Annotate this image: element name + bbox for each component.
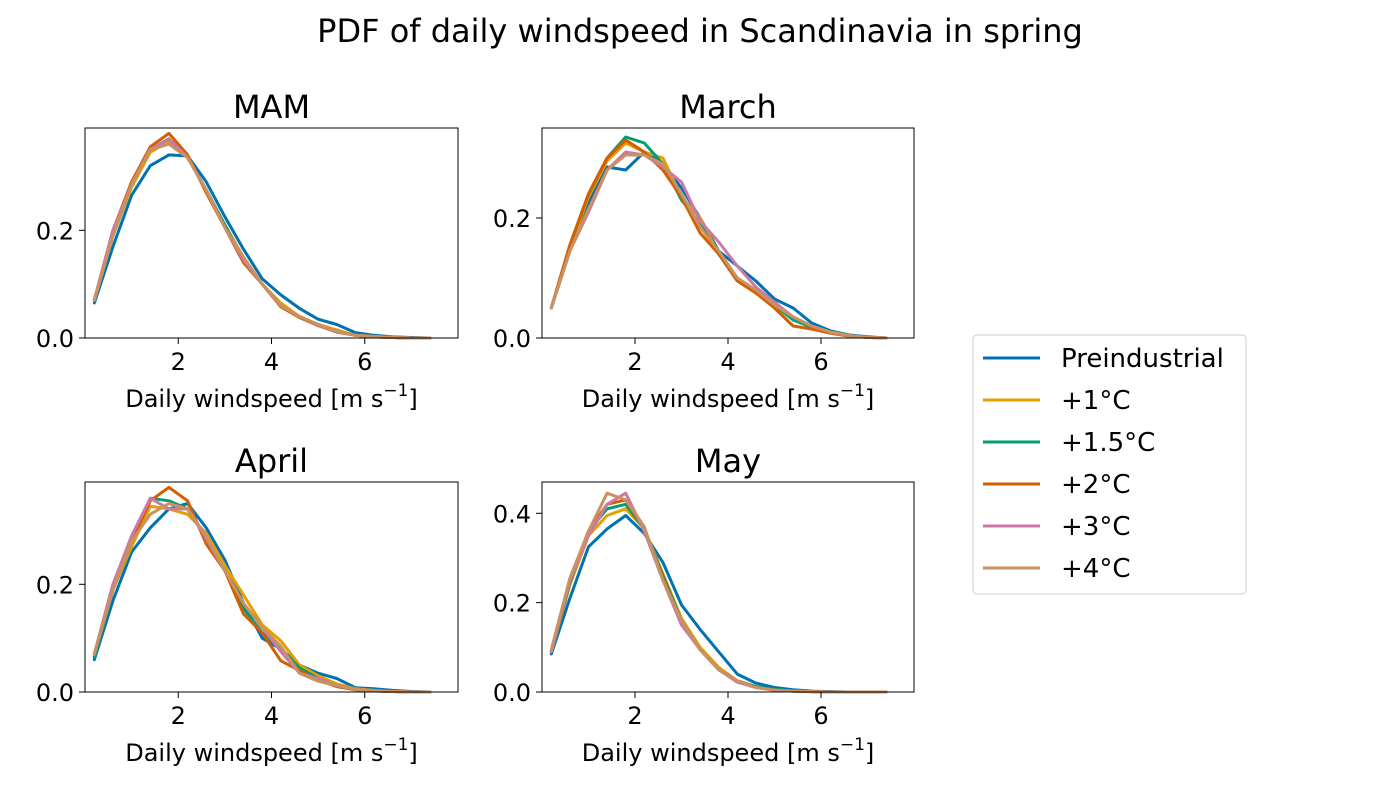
- panel-title: MAM: [233, 88, 310, 126]
- legend-label: +1°C: [1061, 386, 1130, 416]
- legend-entry: +2°C: [983, 470, 1130, 500]
- panel-may: May 2 4 6 0.0 0.2 0.4 Daily windspeed [m s−1]: [493, 442, 915, 767]
- x-axis-label-text: Daily windspeed [m s: [582, 739, 840, 767]
- y-tick-label: 0.0: [36, 325, 74, 353]
- legend-label: +3°C: [1061, 512, 1130, 542]
- x-axis-label-text: Daily windspeed [m s: [582, 385, 840, 413]
- x-tick-label: 6: [813, 702, 828, 730]
- x-axis-label-exponent: −1: [383, 381, 408, 401]
- legend-box: [972, 334, 1247, 595]
- x-tick-label: 6: [813, 348, 828, 376]
- y-tick-label: 0.2: [36, 571, 74, 599]
- x-axis-label-close: ]: [408, 385, 417, 413]
- legend-entry: +1.5°C: [983, 428, 1155, 458]
- x-axis-label: Daily windspeed [m s−1]: [125, 735, 418, 767]
- x-tick-label: 4: [720, 702, 735, 730]
- x-tick-label: 4: [264, 702, 279, 730]
- figure-title: PDF of daily windspeed in Scandinavia in…: [317, 12, 1083, 50]
- series-line-5: [92, 502, 432, 694]
- panel-april: April 2 4 6 0.0 0.2 Daily windspeed [m s−1]: [36, 442, 459, 767]
- legend-label: Preindustrial: [1061, 344, 1224, 374]
- x-axis-label: Daily windspeed [m s−1]: [582, 735, 875, 767]
- legend-entry: +3°C: [983, 512, 1130, 542]
- series-line-5: [549, 153, 888, 340]
- series-line-0: [92, 502, 432, 694]
- x-axis-label-text: Daily windspeed [m s: [125, 739, 383, 767]
- panel-title: May: [695, 442, 761, 480]
- y-tick-label: 0.2: [493, 590, 531, 618]
- x-tick-label: 2: [627, 702, 642, 730]
- x-axis-label-exponent: −1: [383, 735, 408, 755]
- x-axis-label-exponent: −1: [840, 381, 865, 401]
- x-tick-label: 6: [357, 702, 372, 730]
- x-axis-label-close: ]: [408, 739, 417, 767]
- panel-title: April: [235, 442, 308, 480]
- legend-label: +4°C: [1061, 554, 1130, 584]
- legend-entry: +4°C: [983, 554, 1130, 584]
- y-tick-label: 0.0: [493, 325, 531, 353]
- y-tick-label: 0.0: [36, 679, 74, 707]
- x-tick-label: 6: [357, 348, 372, 376]
- x-tick-label: 4: [720, 348, 735, 376]
- panel-march: March 2 4 6 0.0 0.2 Daily windspeed [m s−1]: [493, 88, 915, 413]
- x-tick-label: 2: [627, 348, 642, 376]
- legend-label: +1.5°C: [1061, 428, 1155, 458]
- panel-title: March: [679, 88, 777, 126]
- legend-entry: +1°C: [983, 386, 1130, 416]
- x-axis-label-text: Daily windspeed [m s: [125, 385, 383, 413]
- y-tick-label: 0.2: [493, 205, 531, 233]
- legend: Preindustrial +1°C +1.5°C +2°C +3°C +4°C: [972, 334, 1247, 595]
- x-axis-label: Daily windspeed [m s−1]: [582, 381, 875, 413]
- series-line-5: [92, 142, 432, 340]
- y-tick-label: 0.2: [36, 217, 74, 245]
- x-tick-label: 4: [264, 348, 279, 376]
- y-tick-label: 0.4: [493, 500, 531, 528]
- x-axis-label: Daily windspeed [m s−1]: [125, 381, 418, 413]
- x-tick-label: 2: [171, 702, 186, 730]
- legend-entry: Preindustrial: [983, 344, 1224, 374]
- x-axis-label-exponent: −1: [840, 735, 865, 755]
- y-tick-label: 0.0: [493, 679, 531, 707]
- x-tick-label: 2: [171, 348, 186, 376]
- panel-mam: MAM 2 4 6 0.0 0.2 Daily windspeed [m s−1]: [36, 88, 459, 413]
- legend-label: +2°C: [1061, 470, 1130, 500]
- x-axis-label-close: ]: [865, 385, 874, 413]
- x-axis-label-close: ]: [865, 739, 874, 767]
